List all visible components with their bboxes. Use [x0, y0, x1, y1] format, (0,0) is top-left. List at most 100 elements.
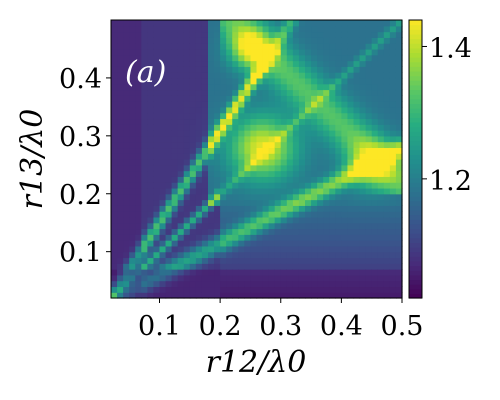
- heatmap-cell: [298, 234, 306, 241]
- heatmap-cell: [232, 20, 239, 27]
- heatmap-cell: [129, 106, 136, 114]
- heatmap-cell: [226, 263, 233, 270]
- heatmap-cell: [371, 280, 379, 288]
- heatmap-cell: [141, 234, 148, 241]
- heatmap-cell: [111, 95, 118, 102]
- heatmap-cell: [311, 83, 318, 91]
- heatmap-cell: [208, 141, 215, 149]
- heatmap-cell: [341, 153, 349, 160]
- heatmap-cell: [117, 135, 124, 143]
- heatmap-cell: [311, 222, 318, 230]
- heatmap-cell: [195, 147, 203, 154]
- heatmap-cell: [371, 112, 379, 120]
- heatmap-cell: [153, 72, 161, 79]
- heatmap-cell: [117, 66, 124, 73]
- heatmap-cell: [329, 48, 336, 56]
- heatmap-cell: [311, 124, 318, 131]
- heatmap-cell: [365, 130, 373, 137]
- heatmap-cell: [159, 251, 167, 259]
- heatmap-cell: [353, 222, 361, 230]
- heatmap-cell: [365, 106, 373, 114]
- heatmap-cell: [311, 263, 318, 270]
- heatmap-cell: [195, 228, 203, 235]
- heatmap-cell: [165, 54, 173, 62]
- heatmap-cell: [292, 77, 300, 85]
- heatmap-cell: [383, 211, 391, 218]
- heatmap-cell: [153, 228, 161, 235]
- heatmap-cell: [244, 240, 252, 247]
- heatmap-cell: [195, 48, 203, 56]
- heatmap-cell: [305, 193, 312, 201]
- heatmap-cell: [189, 240, 197, 247]
- heatmap-cell: [208, 135, 215, 143]
- heatmap-cell: [232, 101, 239, 108]
- heatmap-cell: [317, 31, 324, 38]
- heatmap-cell: [171, 54, 179, 62]
- heatmap-cell: [123, 176, 130, 183]
- heatmap-cell: [129, 118, 136, 125]
- heatmap-cell: [365, 54, 373, 62]
- heatmap-cell: [329, 20, 336, 27]
- colorbar-segment: [409, 98, 422, 104]
- heatmap-cell: [311, 54, 318, 62]
- heatmap-cell: [135, 25, 142, 33]
- heatmap-cell: [305, 83, 312, 91]
- heatmap-cell: [232, 205, 239, 212]
- heatmap-cell: [262, 222, 270, 230]
- heatmap-cell: [347, 25, 355, 33]
- heatmap-cell: [311, 234, 318, 241]
- heatmap-cell: [189, 245, 197, 253]
- heatmap-cell: [377, 216, 385, 224]
- heatmap-cell: [365, 37, 373, 44]
- heatmap-cell: [371, 106, 379, 114]
- heatmap-cell: [117, 228, 124, 235]
- heatmap-cell: [201, 60, 209, 67]
- heatmap-cell: [111, 205, 118, 212]
- heatmap-cell: [317, 135, 324, 143]
- heatmap-cell: [238, 66, 245, 73]
- heatmap-cell: [171, 286, 179, 293]
- heatmap-cell: [171, 193, 179, 201]
- heatmap-cell: [201, 263, 209, 270]
- heatmap-cell: [165, 263, 173, 270]
- heatmap-cell: [341, 199, 349, 206]
- heatmap-cell: [323, 135, 330, 143]
- heatmap-cell: [123, 216, 130, 224]
- heatmap-cell: [159, 106, 167, 114]
- heatmap-cell: [244, 269, 252, 276]
- heatmap-cell: [189, 43, 197, 50]
- heatmap-cell: [335, 101, 342, 108]
- heatmap-cell: [117, 77, 124, 85]
- heatmap-cell: [256, 135, 264, 143]
- heatmap-cell: [201, 176, 209, 183]
- heatmap-cell: [129, 176, 136, 183]
- heatmap-cell: [317, 124, 324, 131]
- heatmap-cell: [389, 89, 397, 96]
- heatmap-cell: [165, 228, 173, 235]
- heatmap-cell: [311, 211, 318, 218]
- heatmap-cell: [159, 83, 167, 91]
- heatmap-cell: [395, 112, 403, 120]
- heatmap-cell: [135, 20, 142, 27]
- heatmap-cell: [117, 101, 124, 108]
- heatmap-cell: [311, 72, 318, 79]
- heatmap-cell: [268, 118, 276, 125]
- colorbar-segment: [409, 219, 422, 225]
- heatmap-cell: [311, 182, 318, 189]
- heatmap-cell: [165, 257, 173, 264]
- heatmap-cell: [250, 124, 258, 131]
- heatmap-cell: [317, 292, 324, 299]
- heatmap-cell: [141, 222, 148, 230]
- heatmap-cell: [244, 141, 252, 149]
- heatmap-cell: [256, 164, 264, 172]
- heatmap-cell: [317, 280, 324, 288]
- heatmap-cell: [341, 60, 349, 67]
- heatmap-cell: [189, 77, 197, 85]
- heatmap-cell: [177, 286, 185, 293]
- heatmap-cell: [347, 20, 355, 27]
- heatmap-cell: [189, 153, 197, 160]
- heatmap-cell: [371, 176, 379, 183]
- heatmap-cell: [256, 222, 264, 230]
- heatmap-cell: [305, 106, 312, 114]
